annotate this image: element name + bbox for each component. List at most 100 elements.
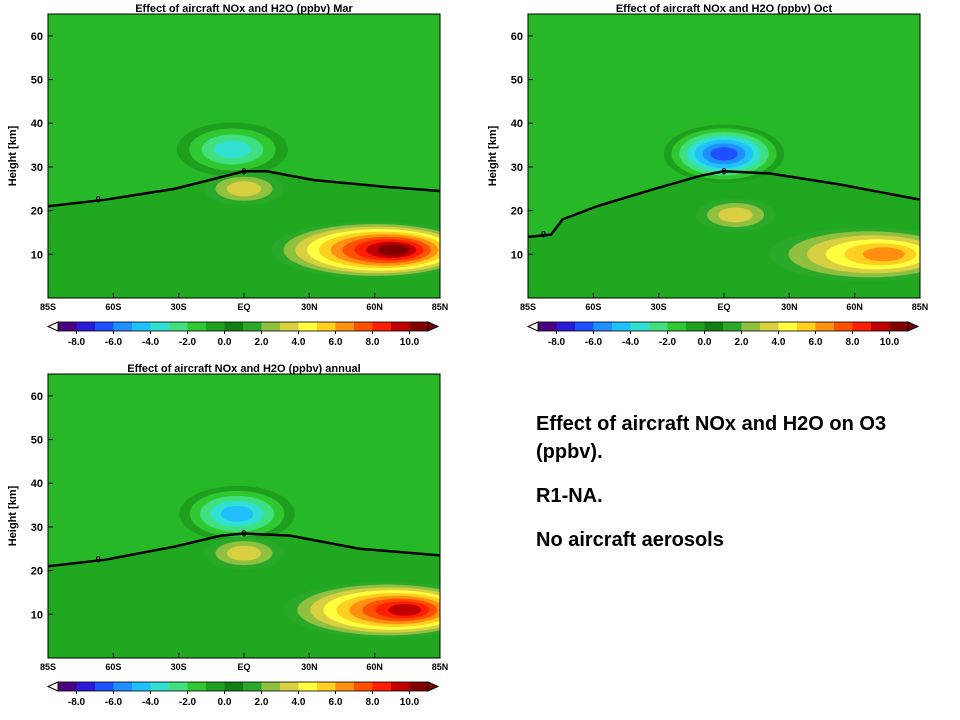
colorbar-swatch xyxy=(667,322,687,331)
x-tick-label: 85S xyxy=(40,302,56,312)
colorbar-swatch xyxy=(391,682,410,691)
colorbar-over-arrow xyxy=(907,321,920,332)
colorbar-swatch xyxy=(538,322,557,331)
positive-contour-2-3 xyxy=(718,207,753,223)
colorbar-swatch xyxy=(150,682,170,691)
x-tick-label: EQ xyxy=(237,662,250,672)
colorbar-swatch xyxy=(206,682,225,691)
y-tick-label: 10 xyxy=(511,249,523,261)
colorbar-tick-label: -4.0 xyxy=(142,337,160,348)
colorbar-swatch xyxy=(741,322,761,331)
chart-title: Effect of aircraft NOx and H2O (ppbv) an… xyxy=(127,363,360,375)
colorbar-swatch xyxy=(58,322,77,331)
colorbar-tick-label: -2.0 xyxy=(179,337,197,348)
colorbar-tick-label: -2.0 xyxy=(179,697,197,708)
colorbar-swatch xyxy=(113,322,133,331)
y-tick-label: 10 xyxy=(31,609,43,621)
y-tick-label: 30 xyxy=(511,162,523,174)
colorbar-swatch xyxy=(686,322,705,331)
colorbar-swatch xyxy=(187,322,207,331)
colorbar-tick-label: -6.0 xyxy=(585,337,603,348)
colorbar-swatch xyxy=(280,682,299,691)
negative-contour-0-5 xyxy=(220,505,254,522)
colorbar-swatch xyxy=(871,322,890,331)
chart-oct: Effect of aircraft NOx and H2O (ppbv) Oc… xyxy=(487,3,929,348)
colorbar-swatch xyxy=(815,322,835,331)
x-tick-label: 60S xyxy=(105,662,121,672)
colorbar-tick-label: -8.0 xyxy=(68,697,86,708)
x-tick-label: EQ xyxy=(717,302,730,312)
colorbar-swatch xyxy=(298,682,318,691)
colorbar-tick-label: 2.0 xyxy=(735,337,749,348)
colorbar-tick-label: -4.0 xyxy=(622,337,640,348)
colorbar-swatch xyxy=(150,322,170,331)
colorbar-swatch xyxy=(612,322,631,331)
colorbar-tick-label: 10.0 xyxy=(880,337,900,348)
colorbar-swatch xyxy=(556,322,576,331)
zero-contour-label: 0 xyxy=(96,555,101,565)
x-tick-label: 60N xyxy=(846,302,863,312)
x-tick-label: 85N xyxy=(912,302,929,312)
colorbar-swatch xyxy=(206,322,225,331)
colorbar-swatch xyxy=(261,322,281,331)
negative-contour-0-7 xyxy=(710,147,738,161)
y-tick-label: 30 xyxy=(31,522,43,534)
colorbar-swatch xyxy=(317,322,336,331)
y-tick-label: 40 xyxy=(31,478,43,490)
colorbar-swatch xyxy=(95,322,114,331)
y-tick-label: 30 xyxy=(31,162,43,174)
colorbar-swatch xyxy=(335,682,355,691)
colorbar-swatch xyxy=(187,682,207,691)
colorbar-swatch xyxy=(132,322,151,331)
chart-mar: Effect of aircraft NOx and H2O (ppbv) Ma… xyxy=(7,3,449,348)
colorbar-over-arrow xyxy=(427,321,440,332)
x-tick-label: 60S xyxy=(105,302,121,312)
colorbar-tick-label: 6.0 xyxy=(809,337,823,348)
colorbar-over-arrow xyxy=(427,681,440,692)
colorbar-swatch xyxy=(224,322,244,331)
colorbar-swatch xyxy=(298,322,318,331)
colorbar-swatch xyxy=(704,322,724,331)
colorbar-frame xyxy=(537,321,909,332)
x-tick-label: 30N xyxy=(301,302,318,312)
colorbar-swatch xyxy=(760,322,779,331)
x-tick-label: 85N xyxy=(432,302,449,312)
colorbar-swatch xyxy=(723,322,742,331)
colorbar-tick-label: -2.0 xyxy=(659,337,677,348)
colorbar-tick-label: 8.0 xyxy=(366,697,380,708)
colorbar-swatch xyxy=(335,322,355,331)
colorbar-tick-label: 0.0 xyxy=(218,697,232,708)
caption-title: Effect of aircraft NOx and H2O on O3 (pp… xyxy=(536,413,887,463)
colorbar-swatch xyxy=(95,682,114,691)
colorbar-swatch xyxy=(649,322,668,331)
chart-annual: Effect of aircraft NOx and H2O (ppbv) an… xyxy=(7,363,449,708)
caption-run: R1-NA. xyxy=(536,485,603,507)
chart-panel-oct: Effect of aircraft NOx and H2O (ppbv) Oc… xyxy=(480,0,960,360)
colorbar-swatch xyxy=(409,682,429,691)
colorbar-tick-label: 0.0 xyxy=(698,337,712,348)
colorbar-swatch xyxy=(243,322,262,331)
y-tick-label: 60 xyxy=(511,31,523,43)
colorbar-swatch xyxy=(852,322,872,331)
x-tick-label: 60N xyxy=(366,662,383,672)
colorbar-swatch xyxy=(593,322,613,331)
colorbar-tick-label: -8.0 xyxy=(68,337,86,348)
zero-contour-line xyxy=(48,532,440,568)
colorbar-swatch xyxy=(113,682,133,691)
x-tick-label: 60N xyxy=(366,302,383,312)
y-tick-label: 50 xyxy=(511,75,523,87)
colorbar-tick-label: 4.0 xyxy=(292,697,306,708)
zero-contour-label: 0 xyxy=(96,195,101,205)
colorbar-tick-label: 2.0 xyxy=(255,697,269,708)
colorbar-swatch xyxy=(834,322,853,331)
x-tick-label: 30N xyxy=(781,302,798,312)
colorbar-swatch xyxy=(169,322,188,331)
x-tick-label: 85N xyxy=(432,662,449,672)
y-tick-label: 20 xyxy=(31,566,43,578)
zero-contour-label: 0 xyxy=(241,166,246,176)
colorbar-swatch xyxy=(169,682,188,691)
caption: Effect of aircraft NOx and H2O on O3 (pp… xyxy=(536,410,936,570)
colorbar-swatch xyxy=(630,322,650,331)
chart-title: Effect of aircraft NOx and H2O (ppbv) Oc… xyxy=(616,3,833,15)
y-tick-label: 50 xyxy=(31,75,43,87)
